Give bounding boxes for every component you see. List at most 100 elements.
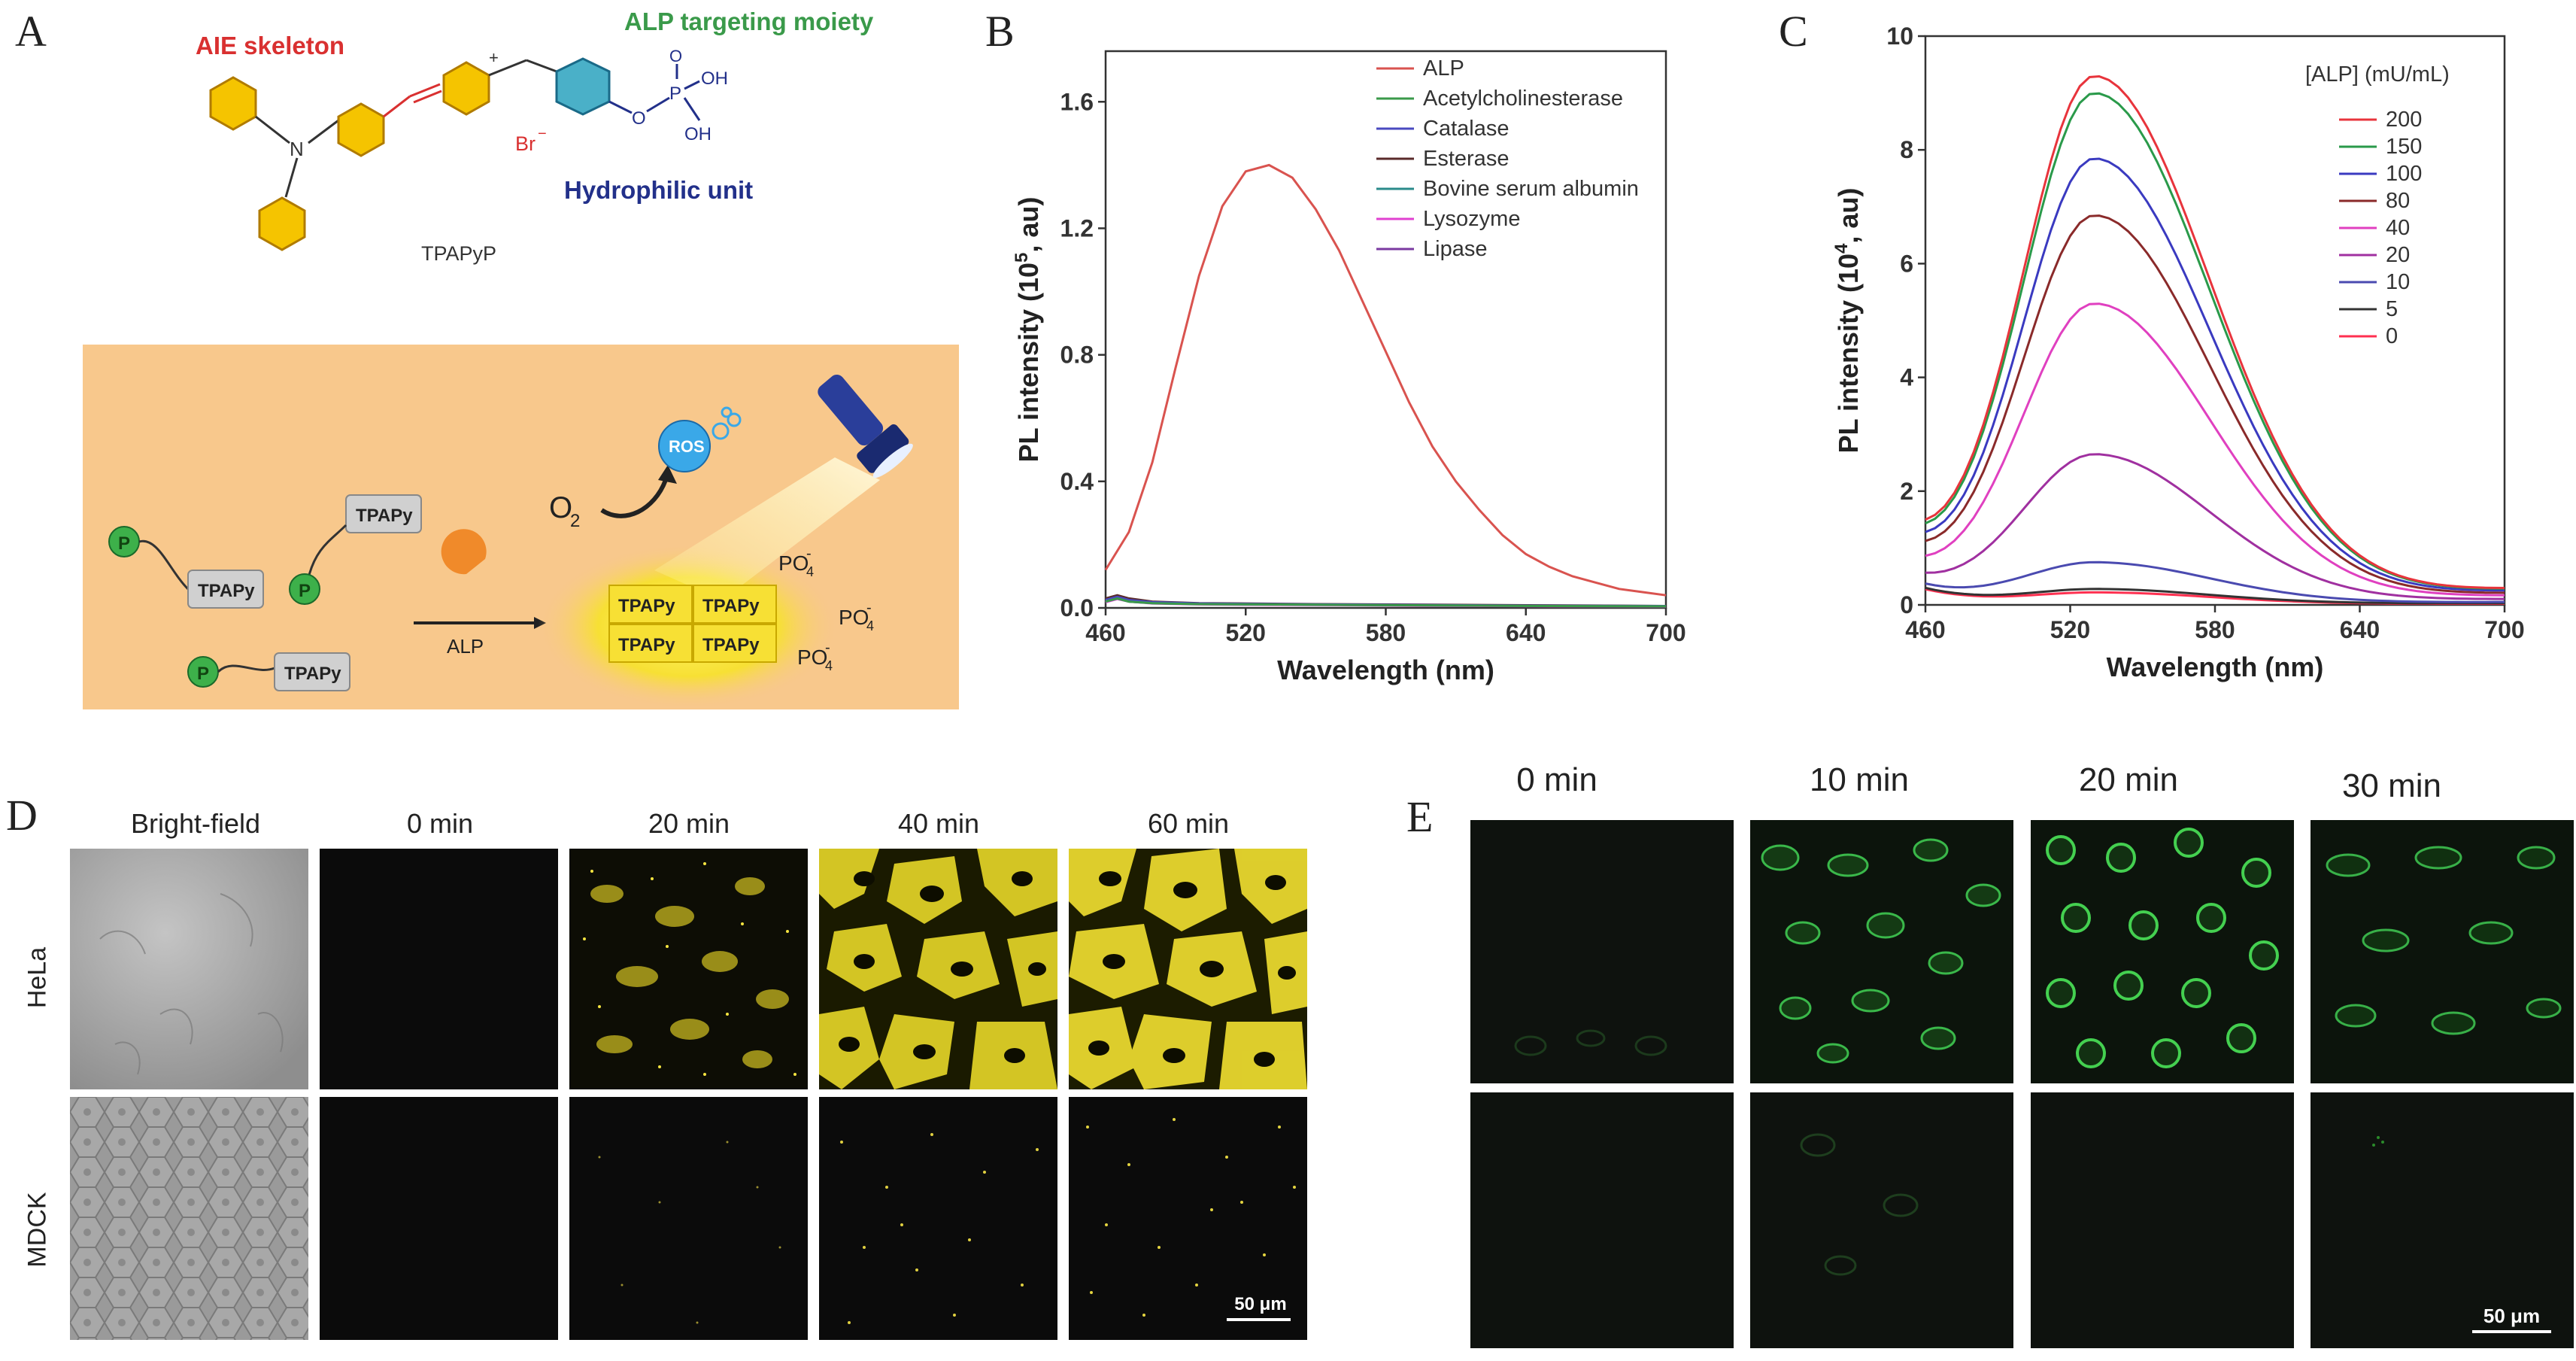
phenyl-ring-bottom: [258, 196, 306, 251]
x-tick-label: 460: [1085, 619, 1125, 646]
legend-label: Lipase: [1423, 237, 1487, 261]
bromide: Br: [515, 132, 536, 155]
hydroxyl-1: OH: [701, 68, 728, 89]
series-line-10: [1925, 561, 2505, 603]
legend-label: Esterase: [1423, 147, 1509, 171]
panel-label-d: D: [6, 791, 38, 840]
svg-text:-: -: [806, 545, 812, 562]
pyridinium-ring: [442, 61, 490, 116]
chart-b-frame: [1104, 50, 1667, 609]
e-row2-30min: 50 μm: [2311, 1092, 2574, 1348]
svg-text:TPAPy: TPAPy: [702, 596, 760, 616]
phosphate-label-2: PO 4 -: [839, 600, 874, 633]
d-hela-brightfield: [70, 849, 308, 1089]
oxygen-label: O: [549, 491, 572, 524]
x-tick-label: 580: [1366, 619, 1406, 646]
legend-label: 80: [2386, 189, 2410, 213]
d-col-0min: 0 min: [406, 808, 474, 839]
y-tick-label: 8: [1900, 136, 1913, 163]
e-col-30min: 30 min: [2341, 767, 2442, 804]
phenyl-ring-left: [209, 76, 257, 131]
series-line-80: [1925, 214, 2505, 594]
y-tick-label: 0.4: [1060, 468, 1094, 495]
d-hela-0min: [320, 849, 558, 1089]
legend-label: Acetylcholinesterase: [1423, 87, 1623, 111]
legend-label: Bovine serum albumin: [1423, 177, 1639, 201]
legend-label: 100: [2386, 162, 2422, 186]
svg-text:TPAPy: TPAPy: [284, 664, 341, 684]
svg-text:PO: PO: [778, 551, 809, 575]
x-axis-label: Wavelength (nm): [2107, 652, 2324, 682]
x-tick-label: 520: [1226, 619, 1266, 646]
d-mdck-60min: 50 μm: [1069, 1097, 1307, 1340]
series-line-40: [1925, 302, 2505, 597]
o2-to-ros-arrow: [600, 478, 668, 518]
hydroxyl-2: OH: [684, 124, 712, 144]
e-col-0min: 0 min: [1516, 761, 1597, 798]
y-tick-label: 1.6: [1060, 88, 1094, 115]
series-line-alp: [1104, 163, 1667, 597]
series-line-100: [1925, 157, 2505, 592]
svg-text:TPAPy: TPAPy: [356, 506, 413, 526]
svg-text:P: P: [118, 533, 130, 554]
x-tick-label: 520: [2050, 616, 2090, 643]
e-row1-0min: [1470, 820, 1734, 1083]
e-row2-10min: [1750, 1092, 2013, 1348]
compound-name: TPAPyP: [421, 242, 496, 265]
e-scalebar-label: 50 μm: [2483, 1305, 2541, 1327]
svg-text:TPAPy: TPAPy: [618, 596, 675, 616]
e-col-10min: 10 min: [1809, 761, 1910, 798]
panel-label-a: A: [15, 7, 47, 56]
y-axis-label: PL intensity (105, au): [1012, 197, 1044, 463]
y-tick-label: 0: [1900, 591, 1913, 618]
y-tick-label: 0.0: [1060, 594, 1094, 621]
svg-text:4: 4: [866, 618, 874, 633]
legend-label: 40: [2386, 216, 2410, 240]
legend-label: ALP: [1423, 56, 1464, 81]
x-tick-label: 640: [1506, 619, 1546, 646]
probe-molecule-3: P TPAPy: [187, 652, 350, 691]
d-col-60min: 60 min: [1147, 808, 1230, 839]
alp-enzyme-icon: [441, 529, 487, 575]
d-scalebar-label: 50 μm: [1234, 1294, 1287, 1314]
svg-text:O: O: [669, 47, 682, 65]
series-line-200: [1925, 74, 2505, 589]
ros-bubble: [658, 420, 711, 472]
y-tick-label: 6: [1900, 250, 1913, 277]
d-col-20min: 20 min: [648, 808, 730, 839]
legend-label: 150: [2386, 135, 2422, 159]
panel-label-c: C: [1779, 7, 1808, 56]
e-row1-30min: [2311, 820, 2574, 1083]
benzyl-ring: [555, 57, 611, 116]
series-line-acetylcholinesterase: [1105, 597, 1667, 608]
d-col-bright-field: Bright-field: [130, 808, 261, 839]
svg-text:+: +: [489, 48, 499, 67]
x-tick-label: 640: [2340, 616, 2380, 643]
hydrophilic-label: Hydrophilic unit: [564, 176, 753, 204]
legend-label: 10: [2386, 270, 2410, 294]
nitrogen-atom: N: [290, 138, 304, 160]
svg-text:TPAPy: TPAPy: [702, 635, 760, 655]
d-mdck-40min: [819, 1097, 1057, 1340]
y-axis-label: PL intensity (104, au): [1831, 188, 1864, 454]
legend-label: 200: [2386, 108, 2422, 132]
phosphate-label-1: PO 4 -: [778, 545, 814, 579]
e-row2-0min: [1470, 1092, 1734, 1348]
probe-molecule-1: P TPAPy: [108, 526, 264, 609]
svg-text:4: 4: [806, 564, 814, 579]
phosphate-label-3: PO 4 -: [797, 639, 833, 673]
d-mdck-20min: [569, 1097, 808, 1340]
aggregate-blocks: TPAPy TPAPy TPAPy TPAPy: [608, 585, 777, 663]
x-tick-label: 700: [1646, 619, 1685, 646]
chart-b: 460 520 580 640 700 0.0 0.4 0.8 1.2 1.6 Wavelength…: [1012, 50, 1686, 685]
y-tick-label: 1.2: [1060, 214, 1094, 242]
legend-title: [ALP] (mU/mL): [2305, 62, 2450, 87]
d-hela-20min: [569, 849, 808, 1089]
legend-label: Lysozyme: [1423, 207, 1520, 231]
x-tick-label: 700: [2484, 616, 2524, 643]
e-col-20min: 20 min: [2078, 761, 2179, 798]
svg-text:PO: PO: [839, 606, 869, 629]
panel-label-b: B: [985, 7, 1015, 56]
alp-targeting-label: ALP targeting moiety: [624, 8, 874, 35]
